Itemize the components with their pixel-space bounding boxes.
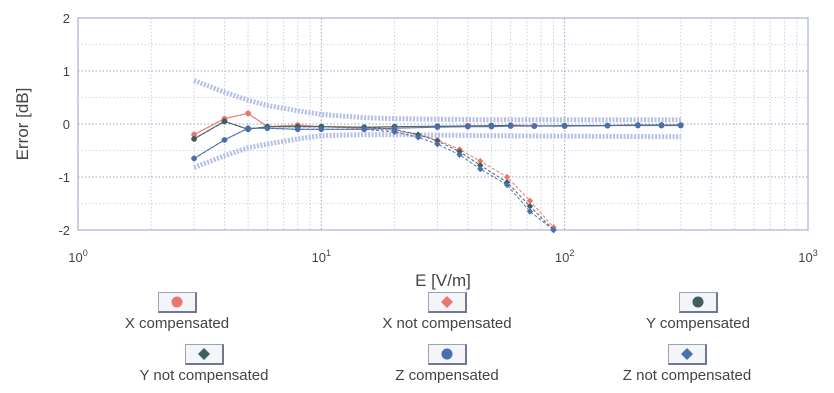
- data-point: [190, 135, 198, 143]
- data-point: [561, 123, 568, 129]
- data-point: [550, 226, 557, 234]
- series-line-1: [193, 112, 554, 228]
- circle-marker-icon: [441, 348, 452, 360]
- data-point: [318, 126, 325, 133]
- data-point: [221, 136, 228, 144]
- data-point: [221, 118, 228, 125]
- y-tick-labels: 2 1 0 -1 -2: [58, 11, 70, 238]
- legend-label: Y compensated: [646, 315, 750, 332]
- data-point: [477, 162, 484, 169]
- data-point: [531, 123, 538, 129]
- data-series: [190, 110, 684, 234]
- y-tick-label: 1: [63, 64, 70, 79]
- x-axis-label: E [V/m]: [415, 271, 471, 290]
- legend-swatch: [678, 292, 718, 313]
- data-point: [526, 197, 534, 205]
- data-point: [434, 124, 441, 130]
- data-point: [635, 122, 641, 129]
- data-point: [391, 128, 398, 136]
- legend-label: Z compensated: [395, 367, 499, 384]
- data-point: [477, 165, 484, 173]
- y-tick-label: -1: [58, 170, 70, 185]
- data-point: [465, 123, 471, 130]
- data-point: [264, 125, 271, 132]
- legend-label: Y not compensated: [139, 367, 269, 384]
- diamond-marker-icon: [440, 296, 453, 308]
- uncertainty-band: [193, 78, 681, 170]
- x-tick-label: 101: [312, 248, 331, 265]
- x-tick-label: 102: [555, 248, 574, 265]
- data-point: [244, 125, 252, 132]
- y-tick-label: 2: [63, 11, 70, 26]
- y-axis-label: Error [dB]: [13, 88, 32, 161]
- data-point: [503, 181, 511, 189]
- circle-marker-icon: [692, 296, 703, 308]
- data-point: [294, 126, 301, 133]
- data-point: [488, 123, 495, 130]
- legend-item-y-not-compensated[interactable]: Y not compensated: [74, 344, 334, 384]
- data-point: [477, 157, 484, 165]
- data-point: [604, 122, 611, 129]
- legend-swatch: [157, 292, 197, 313]
- legend-swatch: [427, 292, 467, 313]
- data-point: [434, 140, 441, 148]
- data-point: [360, 126, 368, 133]
- data-point: [414, 134, 422, 141]
- legend-item-x-not-compensated[interactable]: X not compensated: [317, 292, 577, 332]
- data-point: [526, 208, 534, 215]
- data-point: [244, 110, 252, 117]
- data-point: [658, 122, 665, 129]
- data-point: [190, 155, 198, 162]
- data-point: [391, 125, 398, 132]
- data-point: [677, 122, 684, 129]
- legend-item-z-compensated[interactable]: Z compensated: [317, 344, 577, 384]
- x-tick-label: 100: [68, 248, 87, 265]
- circle-marker-icon: [171, 296, 182, 308]
- diamond-marker-icon: [197, 348, 210, 360]
- y-tick-label: -2: [58, 223, 70, 238]
- legend-swatch: [427, 344, 467, 365]
- data-point: [507, 123, 514, 129]
- y-tick-label: 0: [63, 117, 70, 132]
- legend-item-x-compensated[interactable]: X compensated: [47, 292, 307, 332]
- legend-swatch: [184, 344, 224, 365]
- legend-label: X compensated: [124, 315, 230, 332]
- band-upper-limit: [193, 78, 681, 123]
- legend-item-y-compensated[interactable]: Y compensated: [568, 292, 828, 332]
- x-tick-label: 103: [798, 248, 817, 265]
- chart-canvas: 100 101 102 103 2 1 0 -1 -2 E [V/m] Error [dB]: [13, 11, 818, 290]
- legend: X compensated X not compensated Y compen…: [0, 292, 834, 392]
- legend-label: Z not compensated: [622, 367, 752, 384]
- legend-item-z-not-compensated[interactable]: Z not compensated: [557, 344, 817, 384]
- data-point: [503, 173, 511, 181]
- legend-label: X not compensated: [382, 315, 512, 332]
- data-point: [190, 131, 198, 138]
- band-lower-limit: [193, 132, 681, 170]
- data-point: [456, 151, 463, 158]
- x-tick-labels: 100 101 102 103: [68, 248, 817, 265]
- diamond-marker-icon: [680, 348, 693, 360]
- data-point: [526, 202, 534, 210]
- legend-swatch: [667, 344, 707, 365]
